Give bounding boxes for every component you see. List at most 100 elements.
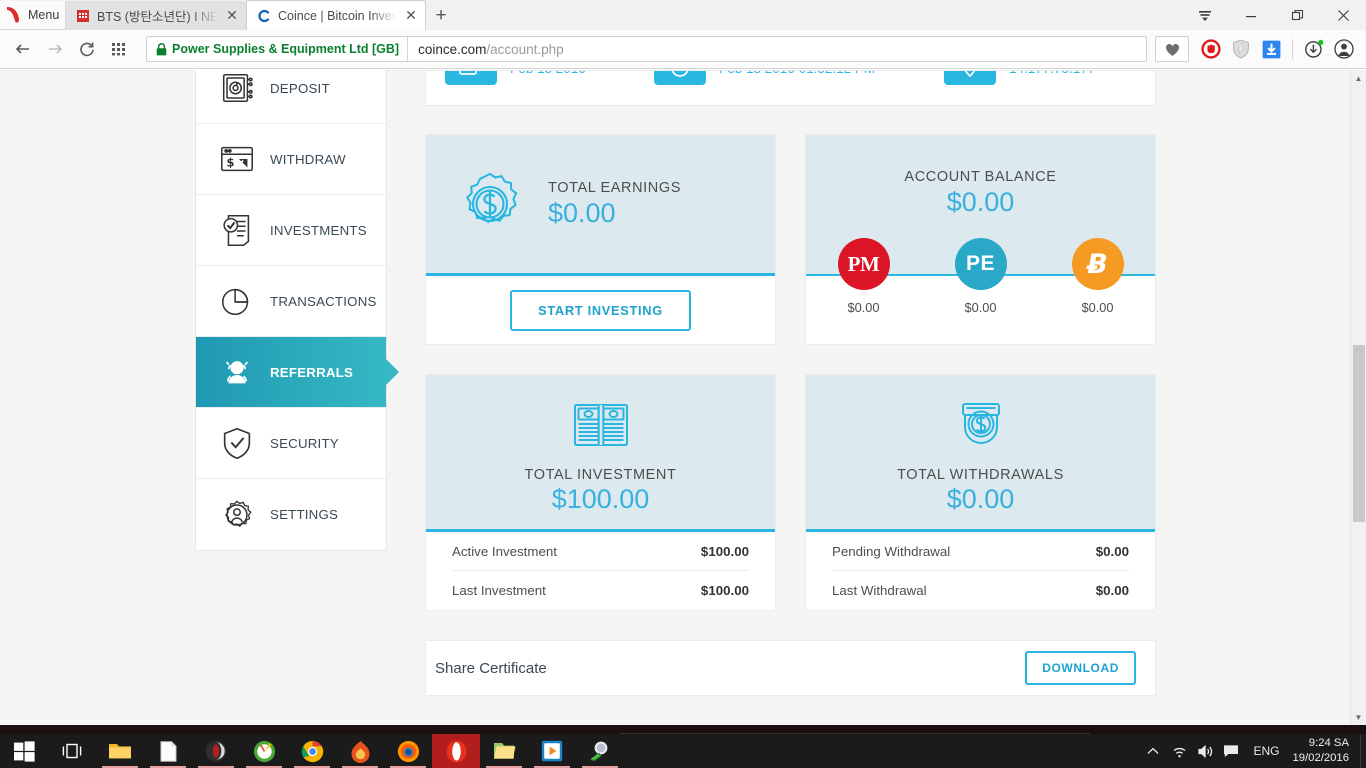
start-button[interactable] [0,734,48,768]
download-blue-extension-button[interactable] [1257,34,1285,64]
show-desktop-button[interactable] [1360,734,1366,768]
browser-tab-2-close-icon[interactable]: ✕ [405,7,417,24]
share-certificate-title: Share Certificate [435,659,547,677]
deposit-pill-icon [445,71,497,85]
sidebar-item-settings[interactable]: SETTINGS [196,479,386,550]
adblock-extension-button[interactable] [1197,34,1225,64]
withdrawal-row-last: Last Withdrawal $0.00 [832,571,1129,610]
safe-deposit-icon [222,73,253,103]
account-sidebar: DEPOSIT $ WITHDRAW INVESTMENTS [195,70,387,551]
total-withdrawals-card: TOTAL WITHDRAWALS $0.00 Pending Withdraw… [805,374,1156,611]
sidebar-item-referrals[interactable]: REFERRALS [196,337,386,408]
wallet-pm[interactable]: PM $0.00 [835,238,893,315]
action-center-icon[interactable] [1218,734,1244,768]
task-view-button[interactable] [48,734,96,768]
green-disc-button[interactable] [240,734,288,768]
task-view-icon [62,743,82,759]
maximize-icon[interactable] [1274,1,1320,30]
apps-grid-button[interactable] [104,34,134,64]
withdrawal-row-pending-label: Pending Withdrawal [832,543,951,559]
shield-icon [1233,39,1249,59]
clock[interactable]: 9:24 SA 19/02/2016 [1288,734,1360,768]
wifi-icon[interactable] [1166,734,1192,768]
media-player-button[interactable] [528,734,576,768]
start-investing-button[interactable]: START INVESTING [510,289,691,331]
wallet-bitcoin[interactable]: Ƀ $0.00 [1069,238,1127,315]
panel-toggle-icon[interactable] [1182,1,1228,30]
folder-yellow-button[interactable] [480,734,528,768]
bookmark-heart-button[interactable] [1155,36,1189,62]
page-scrollbar[interactable]: ▲ ▼ [1350,70,1366,725]
minimize-icon[interactable] [1228,1,1274,30]
unikey-button[interactable] [192,734,240,768]
show-hidden-icons-button[interactable] [1140,734,1166,768]
back-button[interactable] [8,34,38,64]
chrome-icon [301,740,323,762]
total-investment-header: TOTAL INVESTMENT $100.00 [426,375,775,532]
session-time-text: Feb 18 2016 01:32:12 PM [719,71,875,76]
sidebar-item-transactions[interactable]: TRANSACTIONS [196,266,386,337]
browser-tab-1[interactable]: BTS (방탄소년단) I NEED U ✕ [66,1,246,30]
download-manager-taskbar-button[interactable] [576,734,624,768]
opera-button[interactable] [432,734,480,768]
total-withdrawals-value: $0.00 [946,484,1015,514]
download-manager-icon [590,741,608,761]
language-indicator[interactable]: ENG [1253,744,1280,758]
wallet-row: PM $0.00 PE $0.00 Ƀ $0.00 [806,238,1155,315]
scroll-up-arrow-icon[interactable]: ▲ [1354,73,1363,83]
page-viewport: DEPOSIT $ WITHDRAW INVESTMENTS [0,70,1366,725]
dashboard-content: Feb 18 2016 Feb 18 2016 01:32:12 PM [425,70,1156,696]
withdrawal-row-pending-value: $0.00 [1095,543,1129,559]
address-bar-url[interactable]: coince.com/account.php [408,42,564,57]
share-certificate-download-button[interactable]: DOWNLOAD [1025,651,1136,685]
session-info-row: Feb 18 2016 Feb 18 2016 01:32:12 PM [426,71,1155,85]
url-path: /account.php [486,41,564,57]
forward-button[interactable] [40,34,70,64]
windows-start-icon [13,740,35,762]
gear-user-icon [225,499,252,527]
payeer-icon: PE [954,238,1007,290]
browser-tab-2-title: Coince | Bitcoin Investmen [278,8,397,23]
total-earnings-label: TOTAL EARNINGS [548,179,682,196]
sidebar-item-deposit-label: DEPOSIT [270,80,330,96]
scrollbar-thumb[interactable] [1353,345,1365,522]
shield-extension-button[interactable] [1227,34,1255,64]
new-tab-button[interactable]: + [435,4,447,26]
system-tray: ENG 9:24 SA 19/02/2016 [1140,734,1366,768]
withdrawal-row-last-value: $0.00 [1095,583,1129,598]
sidebar-item-security-label: SECURITY [270,435,339,451]
file-explorer-button[interactable] [96,734,144,768]
session-cell-time: Feb 18 2016 01:32:12 PM [654,71,944,85]
coince-favicon-icon [258,9,270,22]
browser-tab-2[interactable]: Coince | Bitcoin Investmen ✕ [246,0,426,30]
volume-icon[interactable] [1192,734,1218,768]
address-bar[interactable]: Power Supplies & Equipment Ltd [GB] coin… [146,36,1147,62]
session-info-strip: Feb 18 2016 Feb 18 2016 01:32:12 PM [425,70,1156,106]
browser-menu-button[interactable]: Menu [0,1,66,30]
browser-tab-1-close-icon[interactable]: ✕ [226,7,238,24]
investment-row-last-label: Last Investment [452,583,546,598]
download-manager-icon [1305,39,1324,58]
users-group-icon [225,361,249,384]
download-manager-button[interactable] [1300,34,1328,64]
maxthon-button[interactable] [336,734,384,768]
firefox-button[interactable] [384,734,432,768]
scroll-down-arrow-icon[interactable]: ▼ [1354,712,1363,722]
sidebar-item-deposit[interactable]: DEPOSIT [196,70,386,124]
withdrawal-row-pending: Pending Withdrawal $0.00 [832,532,1129,571]
wallet-pe[interactable]: PE $0.00 [952,238,1010,315]
sidebar-item-withdraw[interactable]: $ WITHDRAW [196,124,386,195]
ev-certificate-chip[interactable]: Power Supplies & Equipment Ltd [GB] [147,37,409,61]
total-investment-label: TOTAL INVESTMENT [524,467,677,483]
profile-button[interactable] [1330,34,1358,64]
reload-button[interactable] [72,34,102,64]
sidebar-item-settings-label: SETTINGS [270,507,339,522]
heart-icon [1165,43,1179,56]
investment-row-active-value: $100.00 [700,543,749,559]
sidebar-item-withdraw-label: WITHDRAW [270,151,346,167]
sidebar-item-security[interactable]: SECURITY [196,408,386,479]
sidebar-item-investments[interactable]: INVESTMENTS [196,195,386,266]
chrome-button[interactable] [288,734,336,768]
close-icon[interactable] [1320,1,1366,30]
document-button[interactable] [144,734,192,768]
